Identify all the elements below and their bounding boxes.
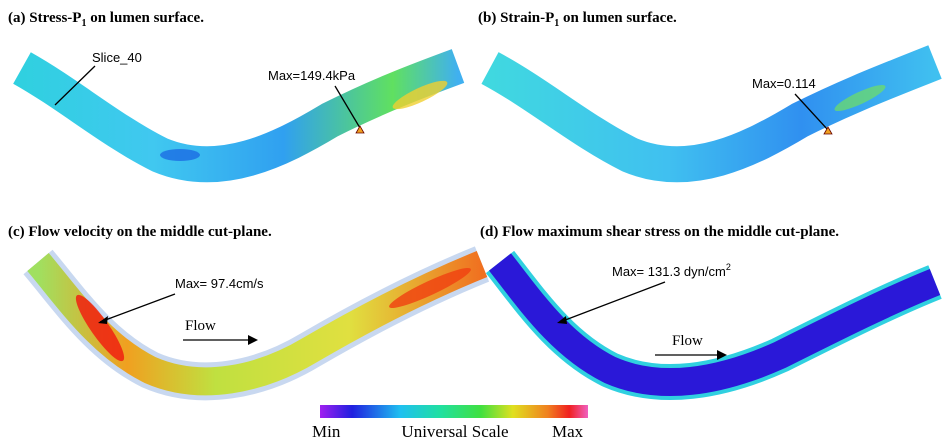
caption: (c) Flow velocity on the middle cut-plan… xyxy=(8,224,272,240)
hotspot xyxy=(160,149,200,161)
max-label: Max=0.114 xyxy=(752,76,816,91)
pointer xyxy=(100,294,175,322)
pointer xyxy=(560,282,665,322)
colorbar-max: Max xyxy=(552,422,584,441)
max-label: Max= 97.4cm/s xyxy=(175,276,264,291)
figure: (a) Stress-P1 on lumen surface. Slice_40… xyxy=(0,0,945,441)
caption: (d) Flow maximum shear stress on the mid… xyxy=(480,224,839,240)
caption: (a) Stress-P1 on lumen surface. xyxy=(8,10,204,29)
caption: (b) Strain-P1 on lumen surface. xyxy=(478,10,677,29)
colorbar-min: Min xyxy=(312,422,341,441)
max-label: Max= 131.3 dyn/cm2 xyxy=(612,262,731,279)
max-label: Max=149.4kPa xyxy=(268,68,356,83)
color-bar xyxy=(320,405,588,418)
slice-label: Slice_40 xyxy=(92,50,142,65)
arrowhead xyxy=(248,335,258,345)
max-marker xyxy=(824,127,832,134)
colorbar-title: Universal Scale xyxy=(401,422,508,441)
vessel-surface xyxy=(22,66,458,164)
flow-label: Flow xyxy=(672,333,703,349)
vessel-surface xyxy=(490,62,935,164)
max-marker xyxy=(356,126,364,133)
flow-label: Flow xyxy=(185,318,216,334)
